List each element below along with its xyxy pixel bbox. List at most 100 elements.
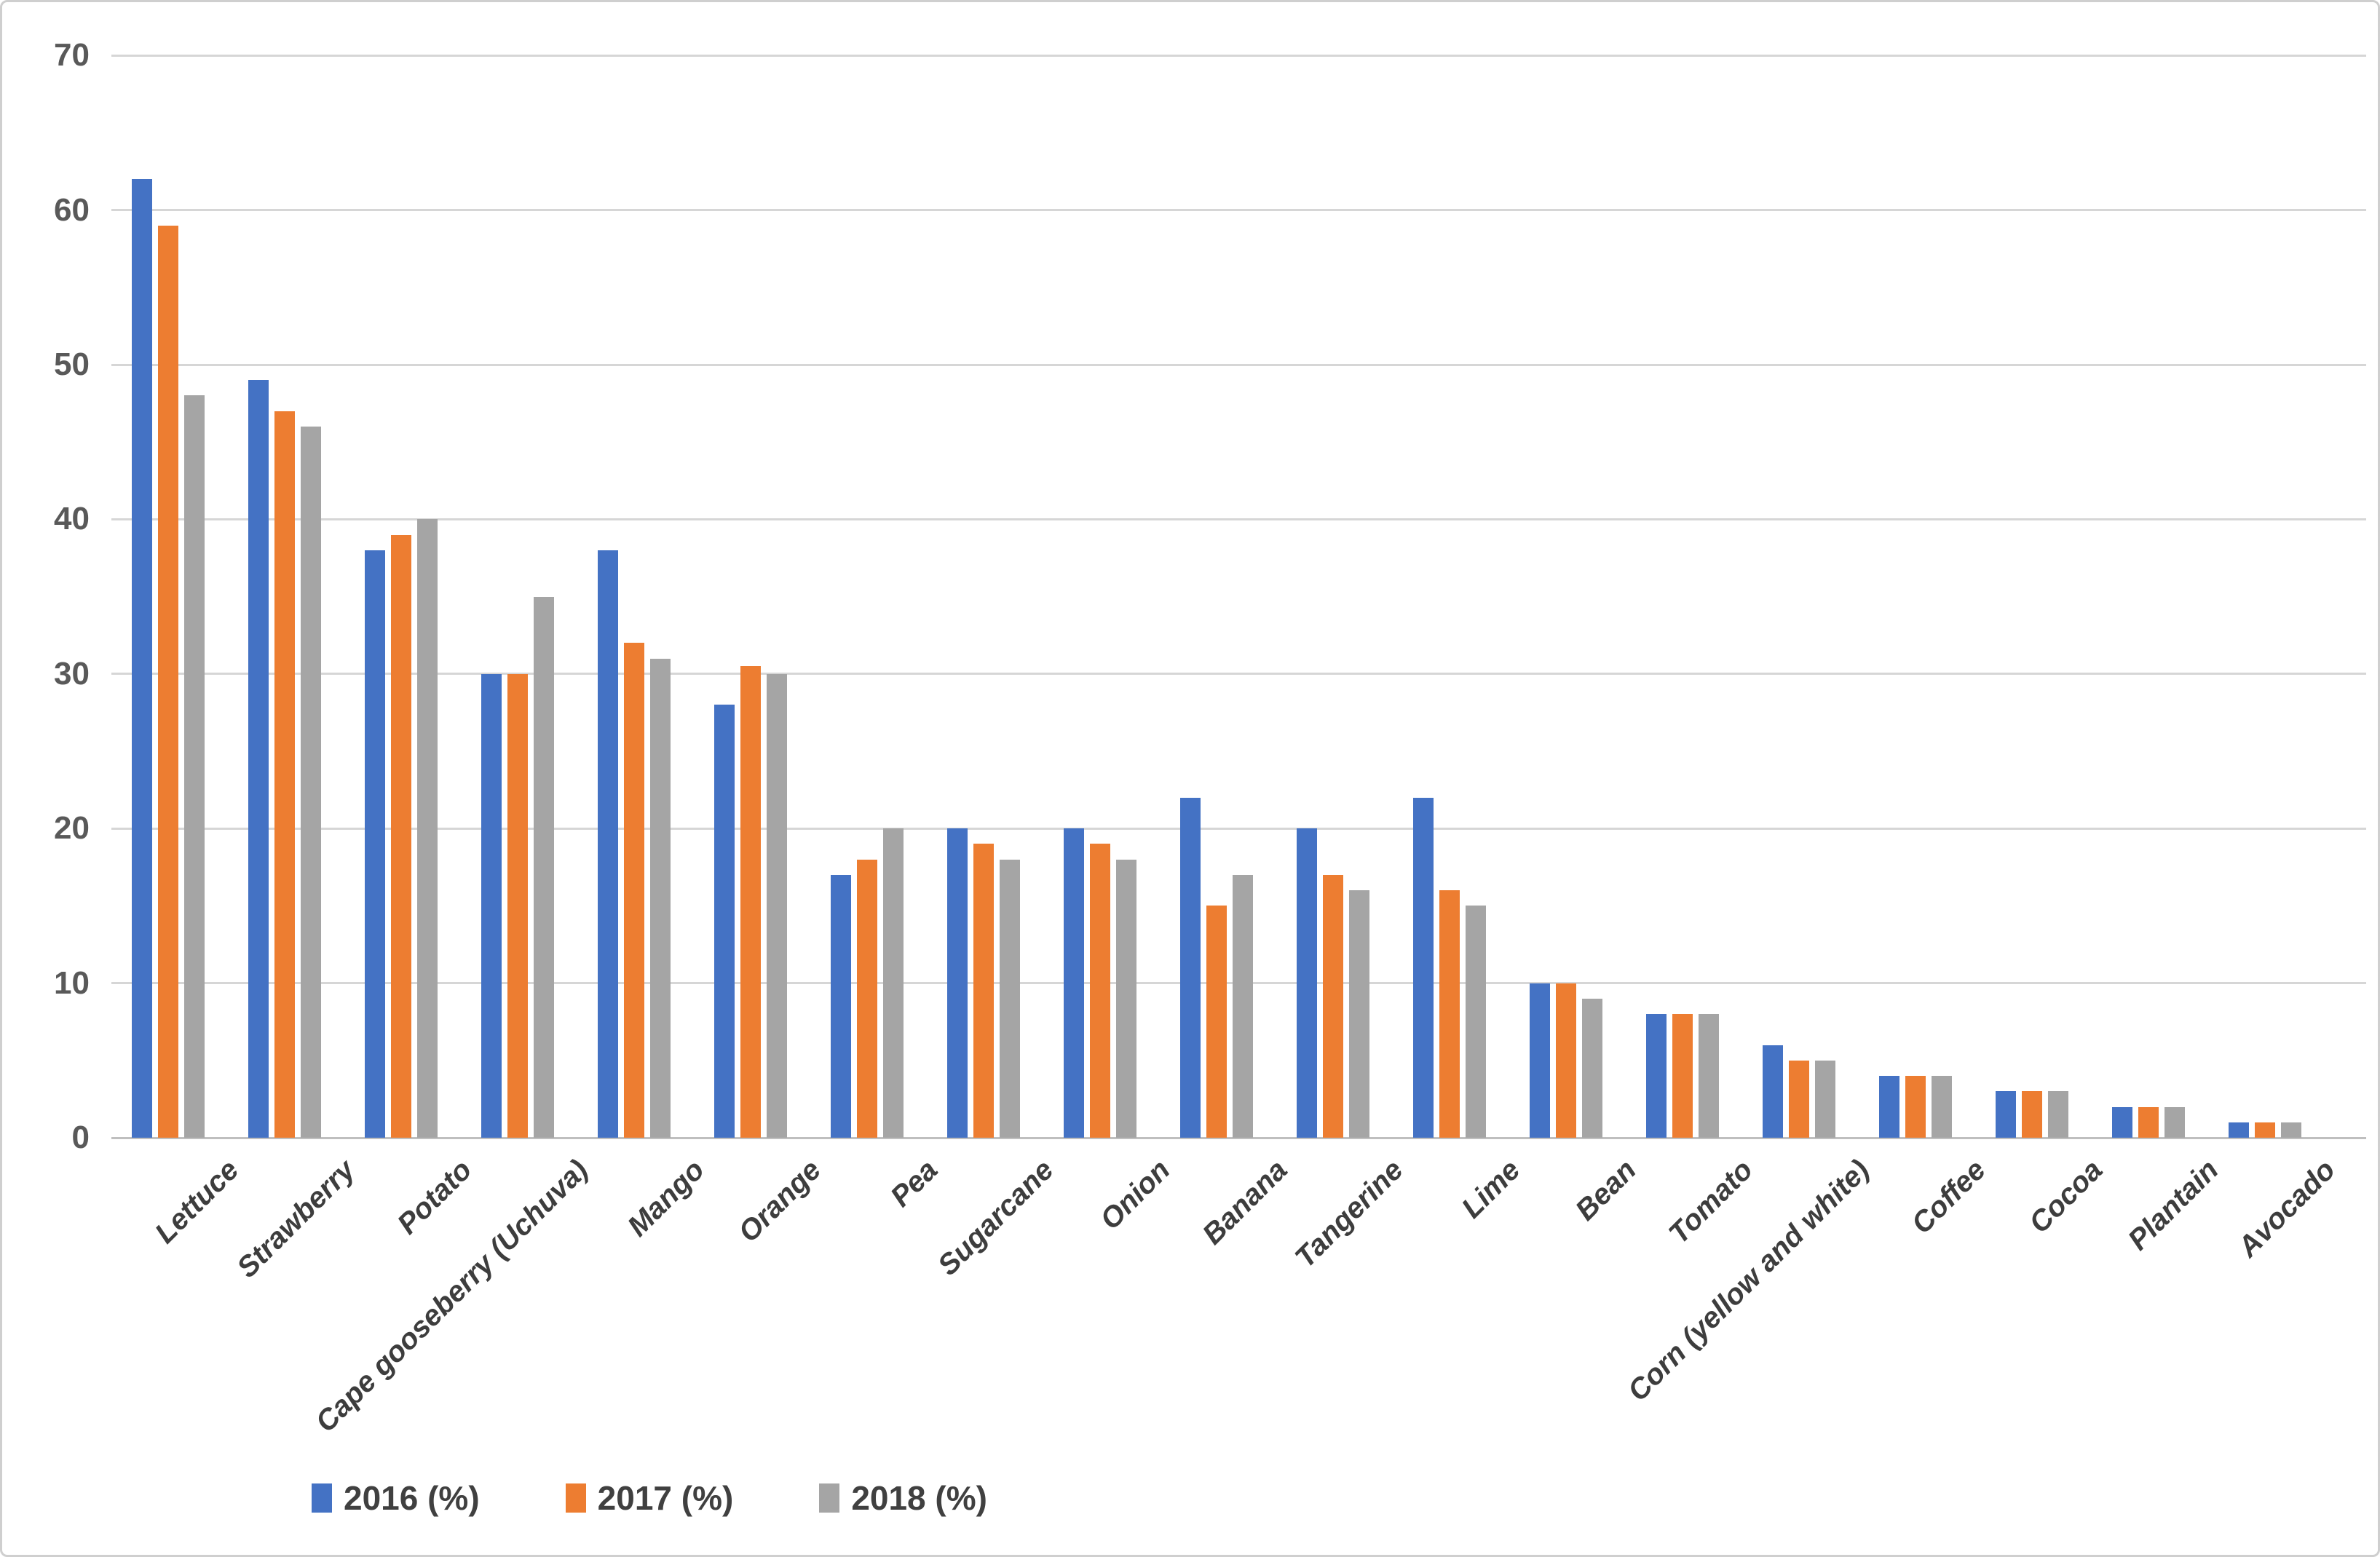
gridline-50 — [111, 363, 2366, 366]
y-axis-label-0: 0 — [71, 1120, 90, 1155]
bar-onion-2018 — [1116, 859, 1136, 1138]
bar-lime-2017 — [1439, 890, 1460, 1138]
bar-coffee-2018 — [1932, 1076, 1952, 1138]
bar-onion-2017 — [1090, 844, 1110, 1138]
legend-swatch-2016 — [312, 1483, 332, 1513]
y-axis-label-50: 50 — [54, 346, 90, 382]
x-axis-label-16: Coffee — [1905, 1154, 1993, 1240]
legend: 2016 (%) 2017 (%) 2018 (%) — [312, 1478, 987, 1518]
gridline-60 — [111, 209, 2366, 212]
x-axis-label-9: Onion — [1094, 1154, 1177, 1236]
gridline-30 — [111, 673, 2366, 676]
bar-avocado-2018 — [2281, 1122, 2301, 1138]
bar-avocado-2017 — [2255, 1122, 2275, 1138]
bar-cape-gooseberry-uchuva-2017 — [507, 673, 528, 1138]
bar-lettuce-2017 — [158, 225, 178, 1138]
y-axis-label-30: 30 — [54, 655, 90, 692]
gridline-40 — [111, 518, 2366, 520]
bar-orange-2017 — [740, 666, 761, 1138]
x-axis-label-19: Avocado — [2231, 1154, 2342, 1264]
x-axis-label-18: Plantain — [2122, 1154, 2226, 1257]
bar-lettuce-2016 — [132, 179, 152, 1138]
y-axis-label-10: 10 — [54, 964, 90, 1001]
bar-cape-gooseberry-uchuva-2016 — [481, 673, 502, 1138]
y-axis-label-20: 20 — [54, 810, 90, 847]
bar-potato-2018 — [417, 519, 438, 1138]
y-axis-label-70: 70 — [54, 37, 90, 74]
legend-swatch-2018 — [819, 1483, 840, 1513]
legend-label-2016: 2016 (%) — [344, 1479, 480, 1517]
bar-plantain-2017 — [2138, 1106, 2159, 1138]
bar-tomato-2016 — [1646, 1014, 1667, 1138]
bar-potato-2016 — [365, 550, 385, 1138]
legend-label-2018: 2018 (%) — [851, 1479, 987, 1517]
bar-bean-2018 — [1582, 998, 1602, 1138]
bar-lettuce-2018 — [184, 395, 205, 1138]
x-axis-label-14: Tomato — [1662, 1154, 1760, 1251]
bar-coffee-2016 — [1879, 1076, 1899, 1138]
bar-cape-gooseberry-uchuva-2018 — [534, 596, 554, 1138]
bar-tomato-2018 — [1699, 1014, 1719, 1138]
bar-tangerine-2017 — [1323, 874, 1343, 1138]
legend-swatch-2017 — [565, 1483, 586, 1513]
legend-item-2016: 2016 (%) — [312, 1478, 480, 1518]
bar-bean-2016 — [1530, 983, 1550, 1138]
bar-strawberry-2016 — [248, 380, 269, 1138]
bar-orange-2018 — [767, 673, 787, 1138]
y-axis-label-60: 60 — [54, 191, 90, 228]
x-axis-label-1: Lettuce — [149, 1154, 245, 1250]
x-axis-label-11: Tangerine — [1289, 1154, 1410, 1275]
bar-tangerine-2018 — [1349, 890, 1369, 1138]
bar-mango-2018 — [650, 658, 671, 1138]
bar-tomato-2017 — [1672, 1014, 1693, 1138]
bar-strawberry-2018 — [301, 426, 321, 1138]
gridline-20 — [111, 827, 2366, 830]
bar-tangerine-2016 — [1297, 828, 1317, 1138]
x-axis-label-15: Corn (yellow and white) — [1621, 1154, 1876, 1408]
bar-corn-yellow-and-white-2018 — [1815, 1060, 1835, 1138]
bar-mango-2017 — [624, 643, 644, 1138]
gridline-70 — [111, 54, 2366, 57]
bar-mango-2016 — [598, 550, 618, 1138]
bar-sugarcane-2017 — [973, 844, 994, 1138]
bar-orange-2016 — [714, 705, 735, 1138]
x-axis-label-10: Banana — [1195, 1154, 1294, 1251]
legend-item-2018: 2018 (%) — [819, 1478, 987, 1518]
x-axis-label-12: Lime — [1455, 1154, 1527, 1225]
x-axis-label-8: Sugarcane — [932, 1154, 1061, 1282]
x-axis-label-6: Orange — [732, 1154, 828, 1249]
bar-sugarcane-2016 — [947, 828, 968, 1138]
bar-corn-yellow-and-white-2016 — [1763, 1045, 1783, 1138]
legend-item-2017: 2017 (%) — [565, 1478, 734, 1518]
bar-plantain-2016 — [2112, 1106, 2132, 1138]
bar-cocoa-2017 — [2022, 1091, 2042, 1138]
bar-pea-2017 — [857, 859, 877, 1138]
bar-pea-2018 — [883, 828, 904, 1138]
x-axis-label-5: Mango — [621, 1154, 711, 1243]
x-axis-label-17: Cocoa — [2023, 1154, 2109, 1240]
bar-onion-2016 — [1064, 828, 1084, 1138]
x-axis-line — [111, 1136, 2366, 1139]
bar-bean-2017 — [1556, 983, 1576, 1138]
bar-banana-2016 — [1180, 797, 1201, 1138]
x-axis-label-13: Bean — [1569, 1154, 1643, 1227]
bar-lime-2016 — [1413, 797, 1434, 1138]
bar-strawberry-2017 — [274, 411, 295, 1138]
y-axis-label-40: 40 — [54, 501, 90, 537]
bar-corn-yellow-and-white-2017 — [1789, 1060, 1809, 1138]
x-axis-label-7: Pea — [884, 1154, 944, 1213]
bar-lime-2018 — [1466, 906, 1486, 1138]
bar-pea-2016 — [831, 874, 851, 1138]
bar-sugarcane-2018 — [1000, 859, 1020, 1138]
bar-banana-2017 — [1206, 906, 1227, 1138]
bar-avocado-2016 — [2229, 1122, 2249, 1138]
bar-banana-2018 — [1233, 874, 1253, 1138]
bar-plantain-2018 — [2164, 1106, 2185, 1138]
x-axis-label-3: Potato — [391, 1154, 478, 1241]
bar-coffee-2017 — [1905, 1076, 1926, 1138]
x-axis-label-2: Strawberry — [231, 1154, 362, 1284]
bar-cocoa-2018 — [2048, 1091, 2068, 1138]
legend-label-2017: 2017 (%) — [597, 1479, 734, 1517]
bar-cocoa-2016 — [1996, 1091, 2016, 1138]
